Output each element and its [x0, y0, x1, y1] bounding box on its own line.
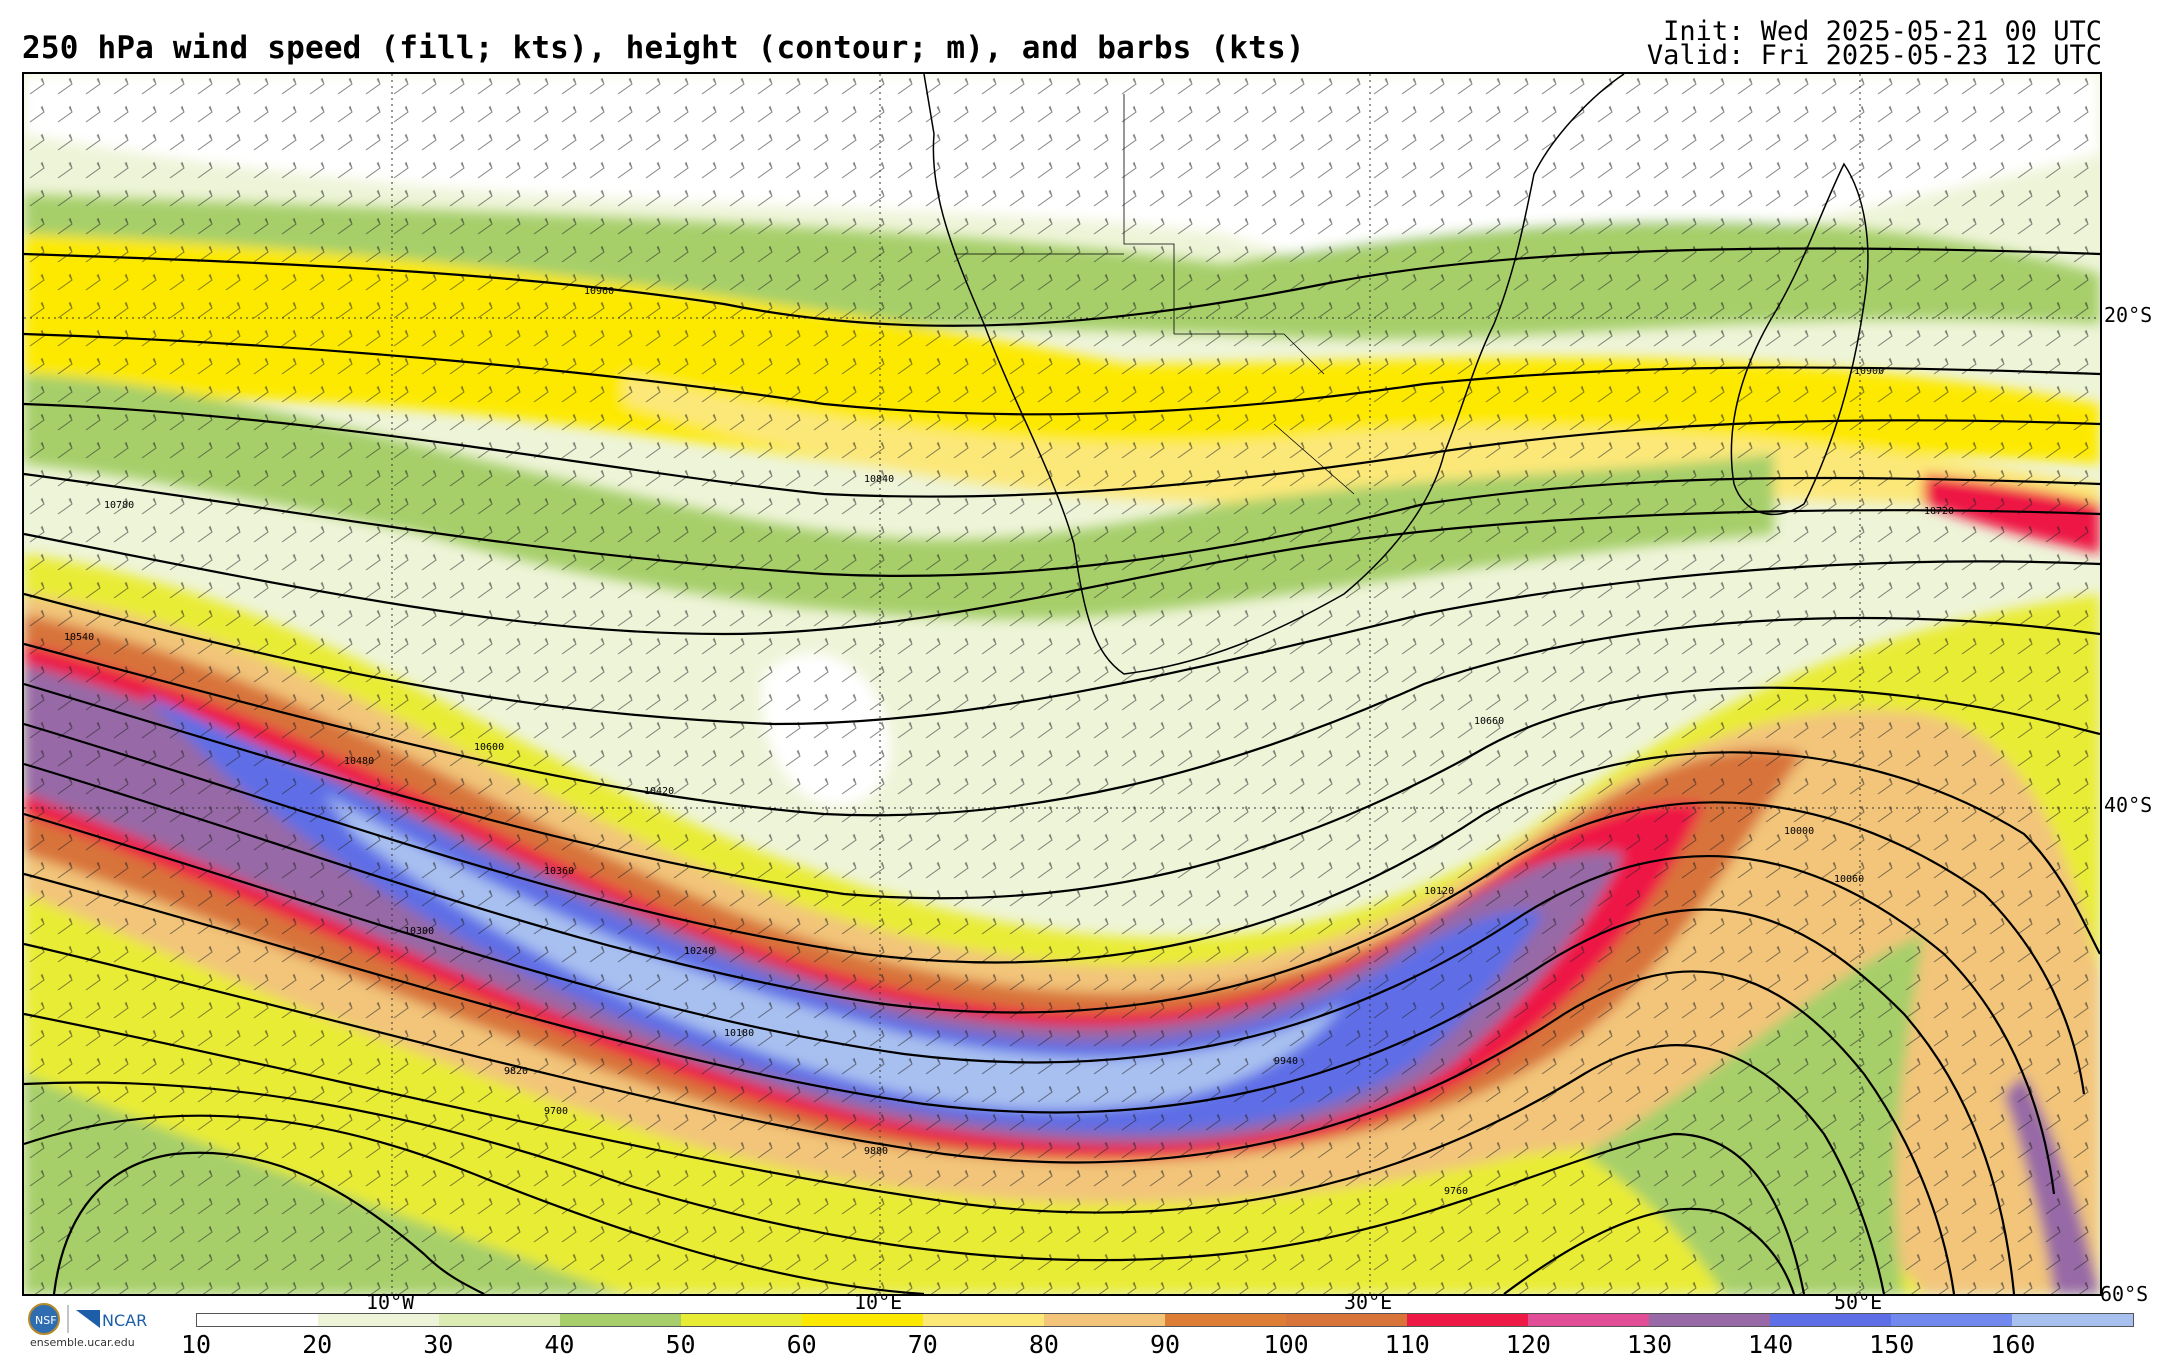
colorbar-tick-label: 160	[1990, 1330, 2036, 1359]
colorbar-tick-label: 130	[1626, 1330, 1673, 1359]
colorbar-tick-label: 10	[180, 1330, 212, 1359]
svg-text:NSF: NSF	[35, 1314, 57, 1327]
contour-label: 10060	[1834, 874, 1864, 885]
contour-label: 10240	[684, 946, 714, 957]
colorbar-tick-label: 50	[665, 1330, 696, 1359]
contour-label: 10480	[344, 756, 374, 767]
contour-label: 9940	[1274, 1056, 1298, 1067]
wind-map-panel: 10960 10900 10840 10780 10720 10660 10600 10540…	[22, 72, 2102, 1296]
colorbar-tick-label: 150	[1869, 1330, 1915, 1359]
contour-label: 10720	[1924, 506, 1954, 517]
contour-label: 10660	[1474, 716, 1504, 727]
lat-label-60s: 60°S	[2100, 1282, 2149, 1306]
lon-label-10e: 10°E	[854, 1290, 903, 1314]
colorbar-swatch	[439, 1314, 560, 1326]
colorbar-swatch	[923, 1314, 1044, 1326]
colorbar-tick-label: 100	[1263, 1330, 1309, 1359]
lat-lon-grid	[24, 74, 2100, 1294]
colorbar-tick-label: 40	[544, 1330, 575, 1359]
colorbar-swatch	[2012, 1314, 2133, 1326]
nsf-logo-icon	[28, 1303, 60, 1335]
colorbar-swatch	[1891, 1314, 2012, 1326]
contour-label: 10180	[724, 1028, 754, 1039]
contour-labels: 10960 10900 10840 10780 10720 10660 10600 10540…	[64, 286, 1954, 1197]
lon-label-50e: 50°E	[1834, 1290, 1883, 1314]
colorbar-swatch	[1286, 1314, 1407, 1326]
contour-label: 10420	[644, 786, 674, 797]
colorbar-swatch	[802, 1314, 923, 1326]
country-borders	[954, 94, 1355, 495]
ncar-logo-icon	[76, 1310, 100, 1328]
contour-label: 10300	[404, 926, 434, 937]
madagascar-coast	[1730, 162, 1869, 515]
lat-label-20s: 20°S	[2104, 303, 2153, 327]
colorbar-tick-label: 140	[1748, 1330, 1794, 1359]
colorbar-tick-label: 120	[1505, 1330, 1551, 1359]
valid-time: Valid: Fri 2025-05-23 12 UTC	[1646, 40, 2102, 71]
contour-label: 10780	[104, 500, 134, 511]
colorbar-swatch	[197, 1314, 318, 1326]
contour-label: 9700	[544, 1106, 568, 1117]
colorbar-swatch	[1649, 1314, 1770, 1326]
contour-label: 10600	[474, 742, 504, 753]
coastline-africa	[923, 74, 1869, 675]
colorbar-swatch	[1165, 1314, 1286, 1326]
lat-label-40s: 40°S	[2104, 793, 2153, 817]
colorbar-tick-label: 70	[907, 1330, 938, 1359]
contour-label: 10900	[1854, 366, 1884, 377]
colorbar-swatch	[1044, 1314, 1165, 1326]
contour-label: 10840	[864, 474, 894, 485]
ensemble-logo: NSF NCAR	[24, 1302, 154, 1350]
colorbar-swatch	[1407, 1314, 1528, 1326]
colorbar-swatch	[681, 1314, 802, 1326]
contour-label: 9880	[864, 1146, 888, 1157]
contour-label: 10960	[584, 286, 614, 297]
contour-label: 10120	[1424, 886, 1454, 897]
colorbar-tick-label: 30	[423, 1330, 454, 1359]
colorbar-tick-label: 60	[786, 1330, 817, 1359]
colorbar-swatch	[1770, 1314, 1891, 1326]
run-times: Init: Wed 2025-05-21 00 UTC Valid: Fri 2…	[1646, 18, 2102, 71]
contour-label: 10540	[64, 632, 94, 643]
colorbar-swatch	[318, 1314, 439, 1326]
contour-label: 9760	[1444, 1186, 1468, 1197]
colorbar-tick-label: 110	[1384, 1330, 1430, 1359]
wind-barbs-layer	[24, 74, 2100, 1294]
colorbar-tick-label: 80	[1028, 1330, 1059, 1359]
colorbar-swatch	[560, 1314, 681, 1326]
map-title: 250 hPa wind speed (fill; kts), height (…	[22, 30, 1305, 66]
colorbar-swatch	[1528, 1314, 1649, 1326]
contour-label: 10360	[544, 866, 574, 877]
lon-label-30e: 30°E	[1344, 1290, 1393, 1314]
wind-speed-map: 10960 10900 10840 10780 10720 10660 10600 10540…	[24, 74, 2100, 1294]
colorbar	[196, 1313, 2134, 1327]
colorbar-tick-label: 20	[302, 1330, 333, 1359]
height-contours	[24, 247, 2100, 1294]
svg-text:NCAR: NCAR	[102, 1311, 147, 1330]
contour-label: 9820	[504, 1066, 528, 1077]
lon-label-10w: 10°W	[366, 1290, 415, 1314]
africa-coast	[923, 74, 1625, 675]
contour-label: 10000	[1784, 826, 1814, 837]
init-time: Init: Wed 2025-05-21 00 UTC	[1663, 16, 2102, 47]
colorbar-tick-label: 90	[1149, 1330, 1181, 1359]
ensemble-site: ensemble.ucar.edu	[30, 1336, 135, 1349]
